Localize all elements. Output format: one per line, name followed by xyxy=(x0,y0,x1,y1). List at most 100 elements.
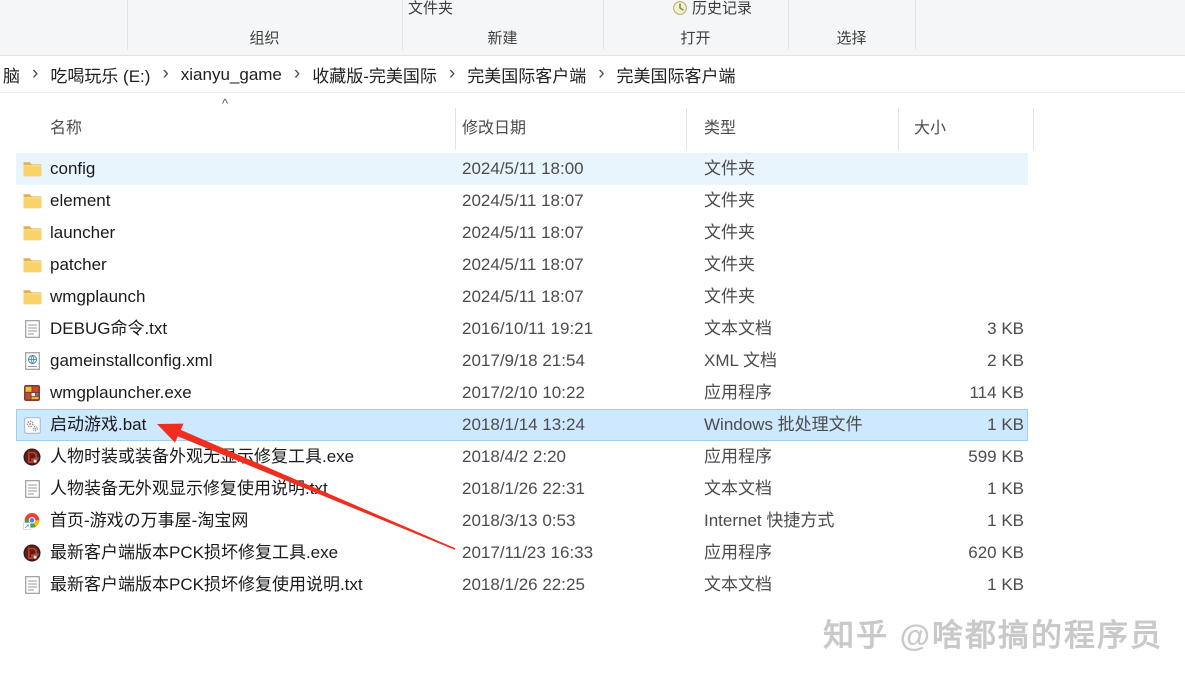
text-file-icon xyxy=(22,479,42,499)
internet-shortcut-icon: ↗ xyxy=(22,511,42,531)
file-type: 应用程序 xyxy=(704,543,772,562)
file-size: 599 KB xyxy=(968,447,1024,466)
file-row[interactable]: patcher 2024/5/11 18:07 文件夹 xyxy=(16,249,1028,281)
chevron-right-icon: › xyxy=(293,63,301,84)
folder-icon xyxy=(22,159,42,179)
file-type: 应用程序 xyxy=(704,383,772,402)
file-date: 2024/5/11 18:07 xyxy=(462,287,584,306)
ribbon-separator xyxy=(603,0,604,50)
file-date: 2016/10/11 19:21 xyxy=(462,319,594,338)
file-row[interactable]: 人物装备无外观显示修复使用说明.txt 2018/1/26 22:31 文本文档 1 … xyxy=(16,473,1028,505)
ribbon-group-open: 打开 xyxy=(680,30,711,47)
file-row[interactable]: config 2024/5/11 18:00 文件夹 xyxy=(16,153,1028,185)
batch-file-icon xyxy=(22,415,42,435)
ribbon: 文件夹 历史记录 组织 新建 打开 选择 xyxy=(0,0,1185,56)
column-divider[interactable] xyxy=(898,108,899,150)
file-date: 2017/11/23 16:33 xyxy=(462,543,594,562)
file-date: 2024/5/11 18:07 xyxy=(462,191,584,210)
file-size: 1 KB xyxy=(987,479,1024,498)
file-row[interactable]: 最新客户端版本PCK损坏修复使用说明.txt 2018/1/26 22:25 文本文… xyxy=(16,569,1028,601)
ribbon-group-select: 选择 xyxy=(836,30,867,47)
file-list: config 2024/5/11 18:00 文件夹 element 2024/5/11… xyxy=(16,153,1028,601)
watermark: 知乎 @啥都搞的程序员 xyxy=(823,618,1163,653)
column-divider[interactable] xyxy=(1033,108,1034,150)
file-name: wmgplauncher.exe xyxy=(50,383,192,402)
column-divider[interactable] xyxy=(686,108,687,150)
file-name: 最新客户端版本PCK损坏修复工具.exe xyxy=(50,543,339,562)
file-date: 2018/1/14 13:24 xyxy=(462,415,585,434)
repair-tool-icon xyxy=(22,543,42,563)
file-row[interactable]: gameinstallconfig.xml 2017/9/18 21:54 XML … xyxy=(16,345,1028,377)
file-row[interactable]: launcher 2024/5/11 18:07 文件夹 xyxy=(16,217,1028,249)
breadcrumb-item[interactable]: 脑 xyxy=(3,67,20,86)
ribbon-separator xyxy=(788,0,789,50)
file-name: launcher xyxy=(50,223,116,242)
svg-text:↗: ↗ xyxy=(24,524,29,530)
file-name: 人物时装或装备外观无显示修复工具.exe xyxy=(50,447,355,466)
file-date: 2018/3/13 0:53 xyxy=(462,511,576,530)
xml-file-icon xyxy=(22,351,42,371)
file-date: 2017/2/10 10:22 xyxy=(462,383,585,402)
file-date: 2024/5/11 18:07 xyxy=(462,255,584,274)
file-type: 文本文档 xyxy=(704,319,772,338)
folder-icon xyxy=(22,255,42,275)
file-size: 3 KB xyxy=(987,319,1024,338)
file-type: 应用程序 xyxy=(704,447,772,466)
new-folder-button-label: 文件夹 xyxy=(408,0,454,17)
breadcrumb-item[interactable]: 收藏版-完美国际 xyxy=(312,67,437,86)
breadcrumb-item[interactable]: 吃喝玩乐 (E:) xyxy=(50,67,151,86)
file-name: 首页-游戏の万事屋-淘宝网 xyxy=(50,511,249,530)
file-type: 文件夹 xyxy=(704,287,755,306)
column-header-date[interactable]: 修改日期 xyxy=(462,120,527,137)
history-button[interactable]: 历史记录 xyxy=(672,0,752,18)
folder-icon xyxy=(22,223,42,243)
breadcrumb-item[interactable]: xianyu_game xyxy=(180,64,282,84)
file-size: 114 KB xyxy=(969,383,1024,402)
file-size: 2 KB xyxy=(987,351,1024,370)
file-size: 620 KB xyxy=(968,543,1024,562)
file-type: 文件夹 xyxy=(704,191,755,210)
file-name: 人物装备无外观显示修复使用说明.txt xyxy=(50,479,328,498)
sort-ascending-indicator: ^ xyxy=(222,96,229,111)
list-header: ^ 名称 修改日期 类型 大小 xyxy=(0,96,1185,153)
column-header-type[interactable]: 类型 xyxy=(704,120,737,137)
column-header-size[interactable]: 大小 xyxy=(914,120,947,137)
file-row[interactable]: element 2024/5/11 18:07 文件夹 xyxy=(16,185,1028,217)
file-date: 2017/9/18 21:54 xyxy=(462,351,585,370)
new-folder-button[interactable]: 文件夹 xyxy=(408,0,453,18)
file-size: 1 KB xyxy=(987,575,1024,594)
file-row[interactable]: ↗ 首页-游戏の万事屋-淘宝网 2018/3/13 0:53 Internet 快捷方… xyxy=(16,505,1028,537)
file-name: gameinstallconfig.xml xyxy=(50,351,213,370)
breadcrumb-bar[interactable]: 脑 › 吃喝玩乐 (E:) › xianyu_game › 收藏版-完美国际 › 完美国际客户端… xyxy=(0,57,1185,93)
chevron-right-icon: › xyxy=(32,63,39,84)
file-row[interactable]: wmgplauncher.exe 2017/2/10 10:22 应用程序 114 K… xyxy=(16,377,1028,409)
breadcrumb-item[interactable]: 完美国际客户端 xyxy=(467,67,587,86)
file-row[interactable]: 启动游戏.bat 2018/1/14 13:24 Windows 批处理文件 1 KB xyxy=(16,409,1028,441)
repair-tool-icon xyxy=(22,447,42,467)
file-row[interactable]: wmgplaunch 2024/5/11 18:07 文件夹 xyxy=(16,281,1028,313)
file-name: 启动游戏.bat xyxy=(50,415,147,434)
file-row[interactable]: 人物时装或装备外观无显示修复工具.exe 2018/4/2 2:20 应用程序 599… xyxy=(16,441,1028,473)
breadcrumb-item[interactable]: 完美国际客户端 xyxy=(616,67,736,86)
ribbon-group-organize: 组织 xyxy=(249,30,280,47)
game-app-icon xyxy=(22,383,42,403)
file-type: XML 文档 xyxy=(704,351,778,370)
file-date: 2024/5/11 18:00 xyxy=(462,159,584,178)
text-file-icon xyxy=(22,319,42,339)
file-name: DEBUG命令.txt xyxy=(50,319,168,338)
history-button-label: 历史记录 xyxy=(692,0,753,17)
chevron-right-icon: › xyxy=(162,63,169,84)
column-divider[interactable] xyxy=(455,108,456,150)
file-name: element xyxy=(50,191,111,210)
file-row[interactable]: 最新客户端版本PCK损坏修复工具.exe 2017/11/23 16:33 应用程序… xyxy=(16,537,1028,569)
folder-icon xyxy=(22,287,42,307)
history-icon xyxy=(672,0,688,16)
file-type: 文件夹 xyxy=(704,159,755,178)
file-name: 最新客户端版本PCK损坏修复使用说明.txt xyxy=(50,575,363,594)
column-header-name[interactable]: 名称 xyxy=(50,120,83,137)
file-type: Windows 批处理文件 xyxy=(704,415,863,434)
file-type: 文件夹 xyxy=(704,223,755,242)
file-name: config xyxy=(50,159,96,178)
file-type: 文本文档 xyxy=(704,479,772,498)
file-row[interactable]: DEBUG命令.txt 2016/10/11 19:21 文本文档 3 KB xyxy=(16,313,1028,345)
